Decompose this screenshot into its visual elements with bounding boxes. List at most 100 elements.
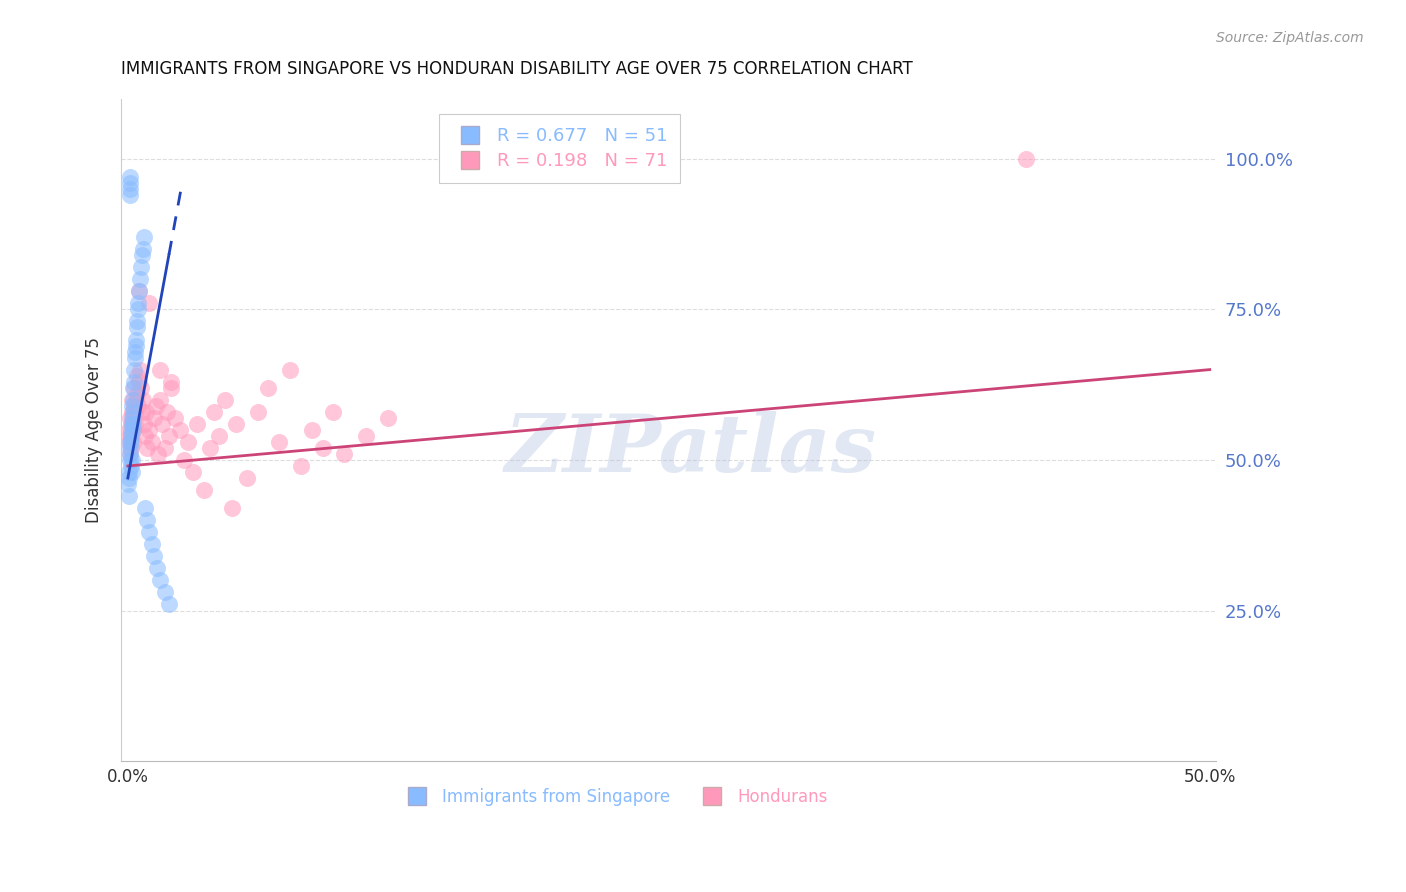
Point — [125, 333, 148, 347]
Point — [157, 598, 180, 612]
Point — [118, 410, 141, 425]
Point — [132, 230, 155, 244]
Point — [118, 169, 141, 184]
Point — [128, 285, 150, 299]
Point — [120, 434, 142, 449]
Point — [141, 434, 163, 449]
Point — [122, 410, 145, 425]
Point — [138, 423, 160, 437]
Point — [118, 489, 141, 503]
Point — [160, 375, 183, 389]
Point — [120, 441, 142, 455]
Point — [131, 405, 153, 419]
Point — [124, 338, 146, 352]
Point — [129, 381, 152, 395]
Point — [132, 392, 155, 407]
Point — [122, 375, 145, 389]
Point — [128, 375, 150, 389]
Point — [193, 483, 215, 497]
Point — [118, 182, 141, 196]
Point — [118, 441, 141, 455]
Point — [153, 441, 176, 455]
Point — [173, 453, 195, 467]
Point — [177, 434, 200, 449]
Point — [122, 434, 145, 449]
Point — [120, 417, 142, 431]
Point — [136, 513, 159, 527]
Point — [121, 405, 143, 419]
Point — [125, 368, 148, 383]
Point — [142, 410, 165, 425]
Point — [149, 392, 172, 407]
Point — [118, 188, 141, 202]
Point — [138, 525, 160, 540]
Point — [129, 260, 152, 275]
Point — [124, 351, 146, 365]
Point — [122, 381, 145, 395]
Point — [225, 417, 247, 431]
Point — [165, 410, 187, 425]
Point — [135, 405, 157, 419]
Point — [198, 441, 221, 455]
Point — [118, 453, 141, 467]
Point — [257, 381, 280, 395]
Point — [169, 423, 191, 437]
Point — [118, 471, 141, 485]
Point — [120, 434, 142, 449]
Point — [142, 549, 165, 564]
Point — [121, 423, 143, 437]
Point — [118, 423, 141, 437]
Point — [246, 405, 269, 419]
Point — [221, 501, 243, 516]
Point — [121, 392, 143, 407]
Point — [120, 429, 142, 443]
Point — [333, 447, 356, 461]
Point — [128, 285, 150, 299]
Point — [118, 434, 141, 449]
Point — [311, 441, 333, 455]
Point — [118, 447, 141, 461]
Point — [120, 429, 142, 443]
Point — [124, 362, 146, 376]
Point — [132, 242, 155, 256]
Point — [149, 362, 172, 376]
Point — [354, 429, 377, 443]
Point — [186, 417, 208, 431]
Point — [124, 417, 146, 431]
Point — [153, 585, 176, 599]
Point — [146, 447, 169, 461]
Text: IMMIGRANTS FROM SINGAPORE VS HONDURAN DISABILITY AGE OVER 75 CORRELATION CHART: IMMIGRANTS FROM SINGAPORE VS HONDURAN DI… — [121, 60, 912, 78]
Point — [125, 320, 148, 334]
Point — [208, 429, 231, 443]
Point — [122, 405, 145, 419]
Point — [157, 429, 180, 443]
Point — [145, 399, 167, 413]
Point — [120, 458, 142, 473]
Point — [127, 399, 149, 413]
Legend: Immigrants from Singapore, Hondurans: Immigrants from Singapore, Hondurans — [394, 781, 834, 813]
Point — [181, 465, 204, 479]
Point — [127, 296, 149, 310]
Point — [120, 423, 142, 437]
Point — [125, 314, 148, 328]
Point — [121, 417, 143, 431]
Point — [120, 447, 142, 461]
Point — [301, 423, 323, 437]
Point — [136, 441, 159, 455]
Point — [236, 471, 259, 485]
Point — [377, 410, 399, 425]
Point — [121, 399, 143, 413]
Point — [269, 434, 291, 449]
Point — [117, 477, 139, 491]
Point — [146, 561, 169, 575]
Point — [121, 423, 143, 437]
Point — [278, 362, 301, 376]
Point — [127, 302, 149, 317]
Point — [122, 417, 145, 431]
Point — [149, 574, 172, 588]
Point — [122, 399, 145, 413]
Text: ZIPatlas: ZIPatlas — [505, 411, 877, 489]
Point — [121, 392, 143, 407]
Point — [322, 405, 344, 419]
Point — [124, 405, 146, 419]
